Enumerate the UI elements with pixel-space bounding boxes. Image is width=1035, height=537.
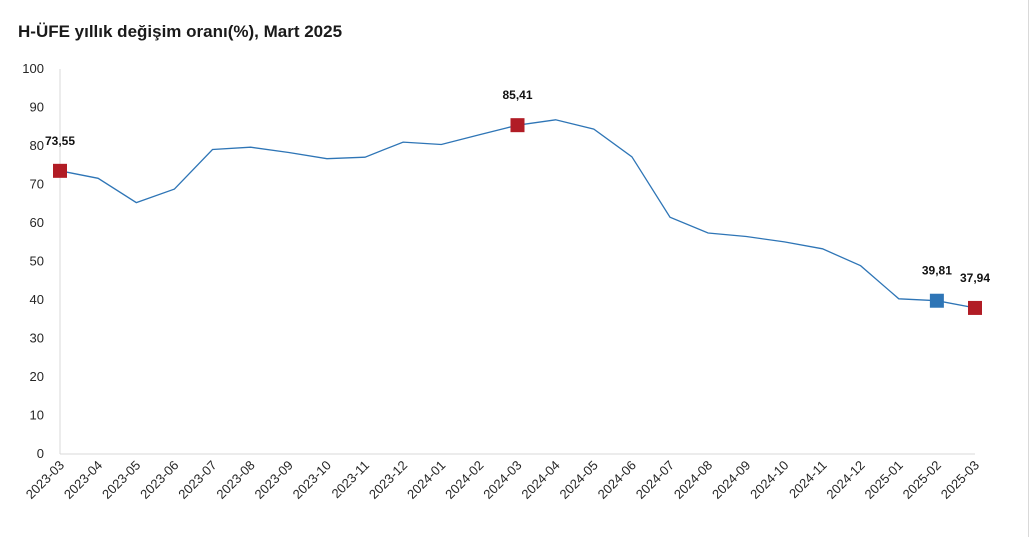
x-tick-label: 2023-06 [137, 458, 181, 502]
y-tick-label: 10 [30, 408, 44, 423]
x-tick-label: 2023-05 [99, 458, 143, 502]
x-tick-label: 2025-02 [900, 458, 944, 502]
x-tick-label: 2023-03 [23, 458, 67, 502]
x-tick-label: 2024-03 [480, 458, 524, 502]
y-tick-label: 30 [30, 331, 44, 346]
x-tick-label: 2024-08 [671, 458, 715, 502]
right-edge-divider [1028, 0, 1029, 537]
data-point-marker [968, 300, 982, 315]
x-tick-label: 2023-11 [328, 458, 372, 502]
y-tick-label: 0 [37, 446, 44, 461]
y-tick-label: 40 [30, 292, 44, 307]
y-axis: 0 10 20 30 40 50 60 70 80 90 100 [22, 61, 61, 461]
data-label: 37,94 [960, 271, 990, 285]
x-tick-label: 2024-06 [595, 458, 639, 502]
x-tick-label: 2024-10 [747, 458, 791, 502]
x-tick-label: 2023-07 [175, 458, 219, 502]
x-tick-label: 2023-12 [366, 458, 410, 502]
x-tick-label: 2024-07 [633, 458, 677, 502]
data-label: 39,81 [922, 264, 952, 278]
x-tick-label: 2024-04 [518, 458, 562, 502]
x-tick-label: 2024-12 [823, 458, 867, 502]
y-tick-label: 50 [30, 254, 44, 269]
plot-area: 73,55 85,41 39,81 37,94 [45, 88, 990, 315]
data-point-marker [53, 163, 67, 178]
x-tick-label: 2023-04 [61, 458, 105, 502]
x-tick-label: 2024-11 [786, 458, 830, 502]
x-tick-label: 2024-02 [442, 458, 486, 502]
x-tick-label: 2023-08 [213, 458, 257, 502]
series-line [59, 119, 976, 309]
data-point-marker [510, 118, 525, 133]
y-tick-label: 80 [30, 138, 44, 153]
y-tick-label: 90 [30, 100, 44, 115]
y-tick-label: 60 [30, 215, 44, 230]
data-label: 73,55 [45, 134, 75, 148]
x-tick-label: 2024-09 [709, 458, 753, 502]
y-tick-label: 100 [22, 61, 44, 76]
y-tick-label: 20 [30, 369, 44, 384]
x-tick-label: 2025-01 [862, 458, 906, 502]
x-tick-label: 2025-03 [938, 458, 982, 502]
data-point-marker [929, 293, 944, 308]
x-axis: 2023-032023-042023-052023-062023-072023-… [23, 453, 982, 502]
x-tick-label: 2024-01 [404, 458, 448, 502]
y-tick-label: 70 [30, 177, 44, 192]
data-label: 85,41 [502, 88, 532, 102]
x-tick-label: 2023-10 [290, 458, 334, 502]
chart-title: H-ÜFE yıllık değişim oranı(%), Mart 2025 [18, 22, 343, 41]
x-tick-label: 2024-05 [557, 458, 601, 502]
x-tick-label: 2023-09 [252, 458, 296, 502]
